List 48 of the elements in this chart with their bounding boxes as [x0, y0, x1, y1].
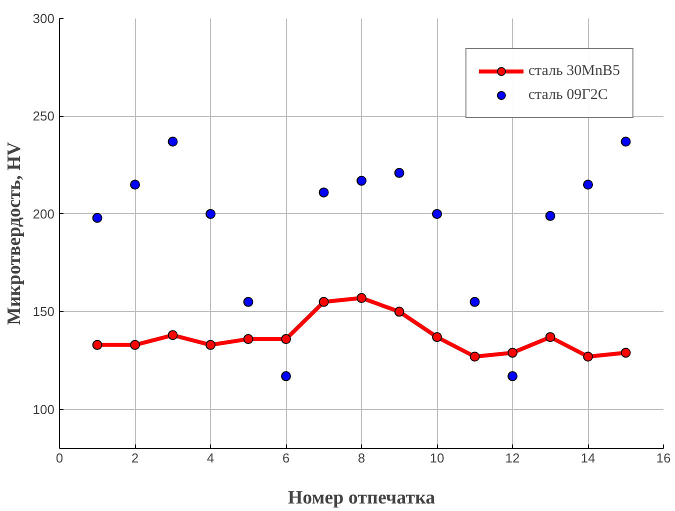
point — [92, 212, 102, 223]
x-tick-label: 12 — [505, 450, 520, 466]
y-tick-label: 100 — [32, 402, 55, 417]
point — [281, 371, 291, 382]
point — [394, 168, 404, 178]
point — [545, 210, 556, 221]
x-tick-label: 4 — [206, 450, 214, 466]
point — [206, 208, 216, 219]
x-tick-label: 2 — [131, 450, 139, 466]
point — [92, 340, 102, 350]
point — [318, 187, 329, 198]
x-tick-label: 0 — [56, 450, 64, 466]
legend-label: сталь 30MnB5 — [528, 62, 620, 80]
point — [168, 330, 178, 340]
x-tick-label: 14 — [580, 450, 596, 466]
point — [130, 180, 140, 190]
x-tick-label: 8 — [358, 450, 366, 466]
point — [620, 348, 631, 358]
point — [130, 340, 140, 350]
point — [168, 136, 178, 147]
point — [243, 334, 254, 344]
x-axis-title: Номер отпечатка — [288, 488, 436, 508]
point — [318, 296, 329, 307]
x-tick-label: 10 — [430, 450, 444, 466]
point — [356, 293, 366, 303]
point — [545, 332, 556, 342]
point — [583, 352, 593, 362]
y-tick-label: 250 — [32, 108, 55, 124]
point — [583, 180, 593, 190]
x-tick-label: 6 — [282, 450, 290, 466]
point — [356, 176, 366, 186]
y-tick-label: 150 — [32, 304, 55, 320]
point — [206, 340, 216, 350]
point — [432, 208, 442, 219]
point — [470, 352, 480, 362]
y-axis-title: Микротвердость, HV — [4, 142, 25, 325]
y-tick-label: 200 — [32, 206, 55, 222]
point — [470, 296, 480, 307]
point — [243, 296, 254, 307]
point — [394, 306, 404, 317]
x-tick-label: 16 — [656, 450, 671, 466]
point — [432, 332, 442, 342]
point — [508, 371, 518, 382]
y-tick-label: 300 — [32, 11, 55, 26]
point — [508, 348, 518, 358]
point — [281, 334, 291, 344]
legend-label: сталь 09Г2С — [528, 86, 608, 104]
point — [620, 136, 631, 147]
